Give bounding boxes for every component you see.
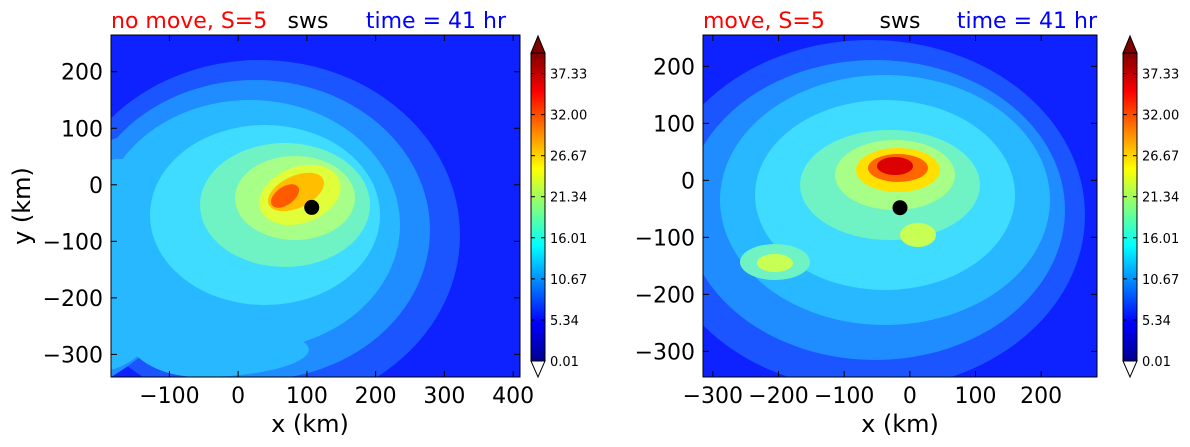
colorbar-tick-label: 32.00 (550, 109, 587, 124)
panel-left-title-center: sws (288, 9, 329, 34)
panel-right-title-center: sws (880, 9, 921, 34)
y-tick-label: 200 (61, 61, 103, 86)
x-tick-label: 400 (492, 384, 534, 409)
colorbar-extend-min (1122, 360, 1138, 379)
colorbar-tick-label: 37.33 (550, 68, 587, 83)
panel-left: no move, S=5 sws time = 41 hr −100 0 1 (8, 9, 587, 438)
panel-right: move, S=5 sws time = 41 hr −300 −200− (635, 9, 1180, 438)
colorbar-tick-label: 26.67 (550, 150, 587, 165)
x-tick-label: 100 (286, 384, 328, 409)
colorbar: 37.33 32.00 26.67 21.34 16.01 10.67 5.34 0.01 (530, 34, 587, 379)
y-tick-label: 0 (681, 169, 695, 194)
colorbar-extend-max (530, 34, 546, 54)
x-tick-label: 200 (1020, 384, 1062, 409)
colorbar-tick-label: 5.34 (1142, 314, 1171, 329)
y-tick-label: −100 (635, 226, 695, 251)
colorbar-tick-label: 0.01 (1142, 355, 1171, 370)
colorbar: 37.33 32.00 26.67 21.34 16.01 10.67 5.34 0.01 (1122, 34, 1179, 379)
storm-center-marker (892, 200, 908, 216)
contour-field (703, 40, 1085, 377)
x-tick-label: 0 (231, 384, 245, 409)
colorbar-tick-label: 10.67 (550, 273, 587, 288)
storm-center-marker (304, 199, 320, 215)
colorbar-tick-label: 5.34 (550, 314, 579, 329)
x-tick-label: −100 (814, 384, 874, 409)
panel-left-title-right: time = 41 hr (366, 9, 507, 34)
contour-level-9 (270, 184, 300, 208)
x-tick-label: 100 (955, 384, 997, 409)
x-tick-label: −200 (748, 384, 808, 409)
panel-right-title-left: move, S=5 (703, 9, 825, 34)
panel-left-title-left: no move, S=5 (111, 9, 267, 34)
x-tick-label: −100 (139, 384, 199, 409)
y-tick-label: −200 (43, 287, 103, 312)
y-tick-label: −300 (635, 340, 695, 365)
x-axis-label: x (km) (861, 410, 939, 438)
colorbar-tick-label: 32.00 (1142, 109, 1179, 124)
colorbar-tick-label: 16.01 (1142, 232, 1179, 247)
y-tick-label: −100 (43, 230, 103, 255)
x-tick-label: −300 (683, 384, 743, 409)
x-axis-label: x (km) (271, 410, 349, 438)
y-tick-label: 200 (653, 55, 695, 80)
y-tick-label: 100 (653, 112, 695, 137)
colorbar-tick-label: 37.33 (1142, 68, 1179, 83)
colorbar-tick-label: 0.01 (550, 355, 579, 370)
y-tick-label: 100 (61, 117, 103, 142)
contour-southwest-core (757, 254, 793, 272)
colorbar-body (530, 52, 546, 362)
y-tick-label: −200 (635, 283, 695, 308)
colorbar-tick-label: 16.01 (550, 232, 587, 247)
y-tick-label: −300 (43, 343, 103, 368)
colorbar-tick-label: 26.67 (1142, 150, 1179, 165)
plot-frame (702, 34, 1098, 378)
colorbar-tick-label: 21.34 (550, 191, 587, 206)
contour-field (111, 60, 460, 377)
x-tick-label: 200 (355, 384, 397, 409)
contour-south-band (120, 314, 309, 377)
plot-frame (110, 34, 521, 378)
colorbar-extend-max (1122, 34, 1138, 54)
contour-east-region (900, 223, 936, 247)
colorbar-body (1122, 52, 1138, 362)
contour-level-9 (877, 157, 913, 175)
x-tick-label: 0 (903, 384, 917, 409)
colorbar-tick-label: 21.34 (1142, 191, 1179, 206)
panel-right-title-right: time = 41 hr (957, 9, 1098, 34)
x-tick-label: 300 (423, 384, 465, 409)
colorbar-extend-min (530, 360, 546, 379)
colorbar-tick-label: 10.67 (1142, 273, 1179, 288)
y-axis-label: y (km) (8, 167, 36, 245)
y-tick-label: 0 (89, 174, 103, 199)
